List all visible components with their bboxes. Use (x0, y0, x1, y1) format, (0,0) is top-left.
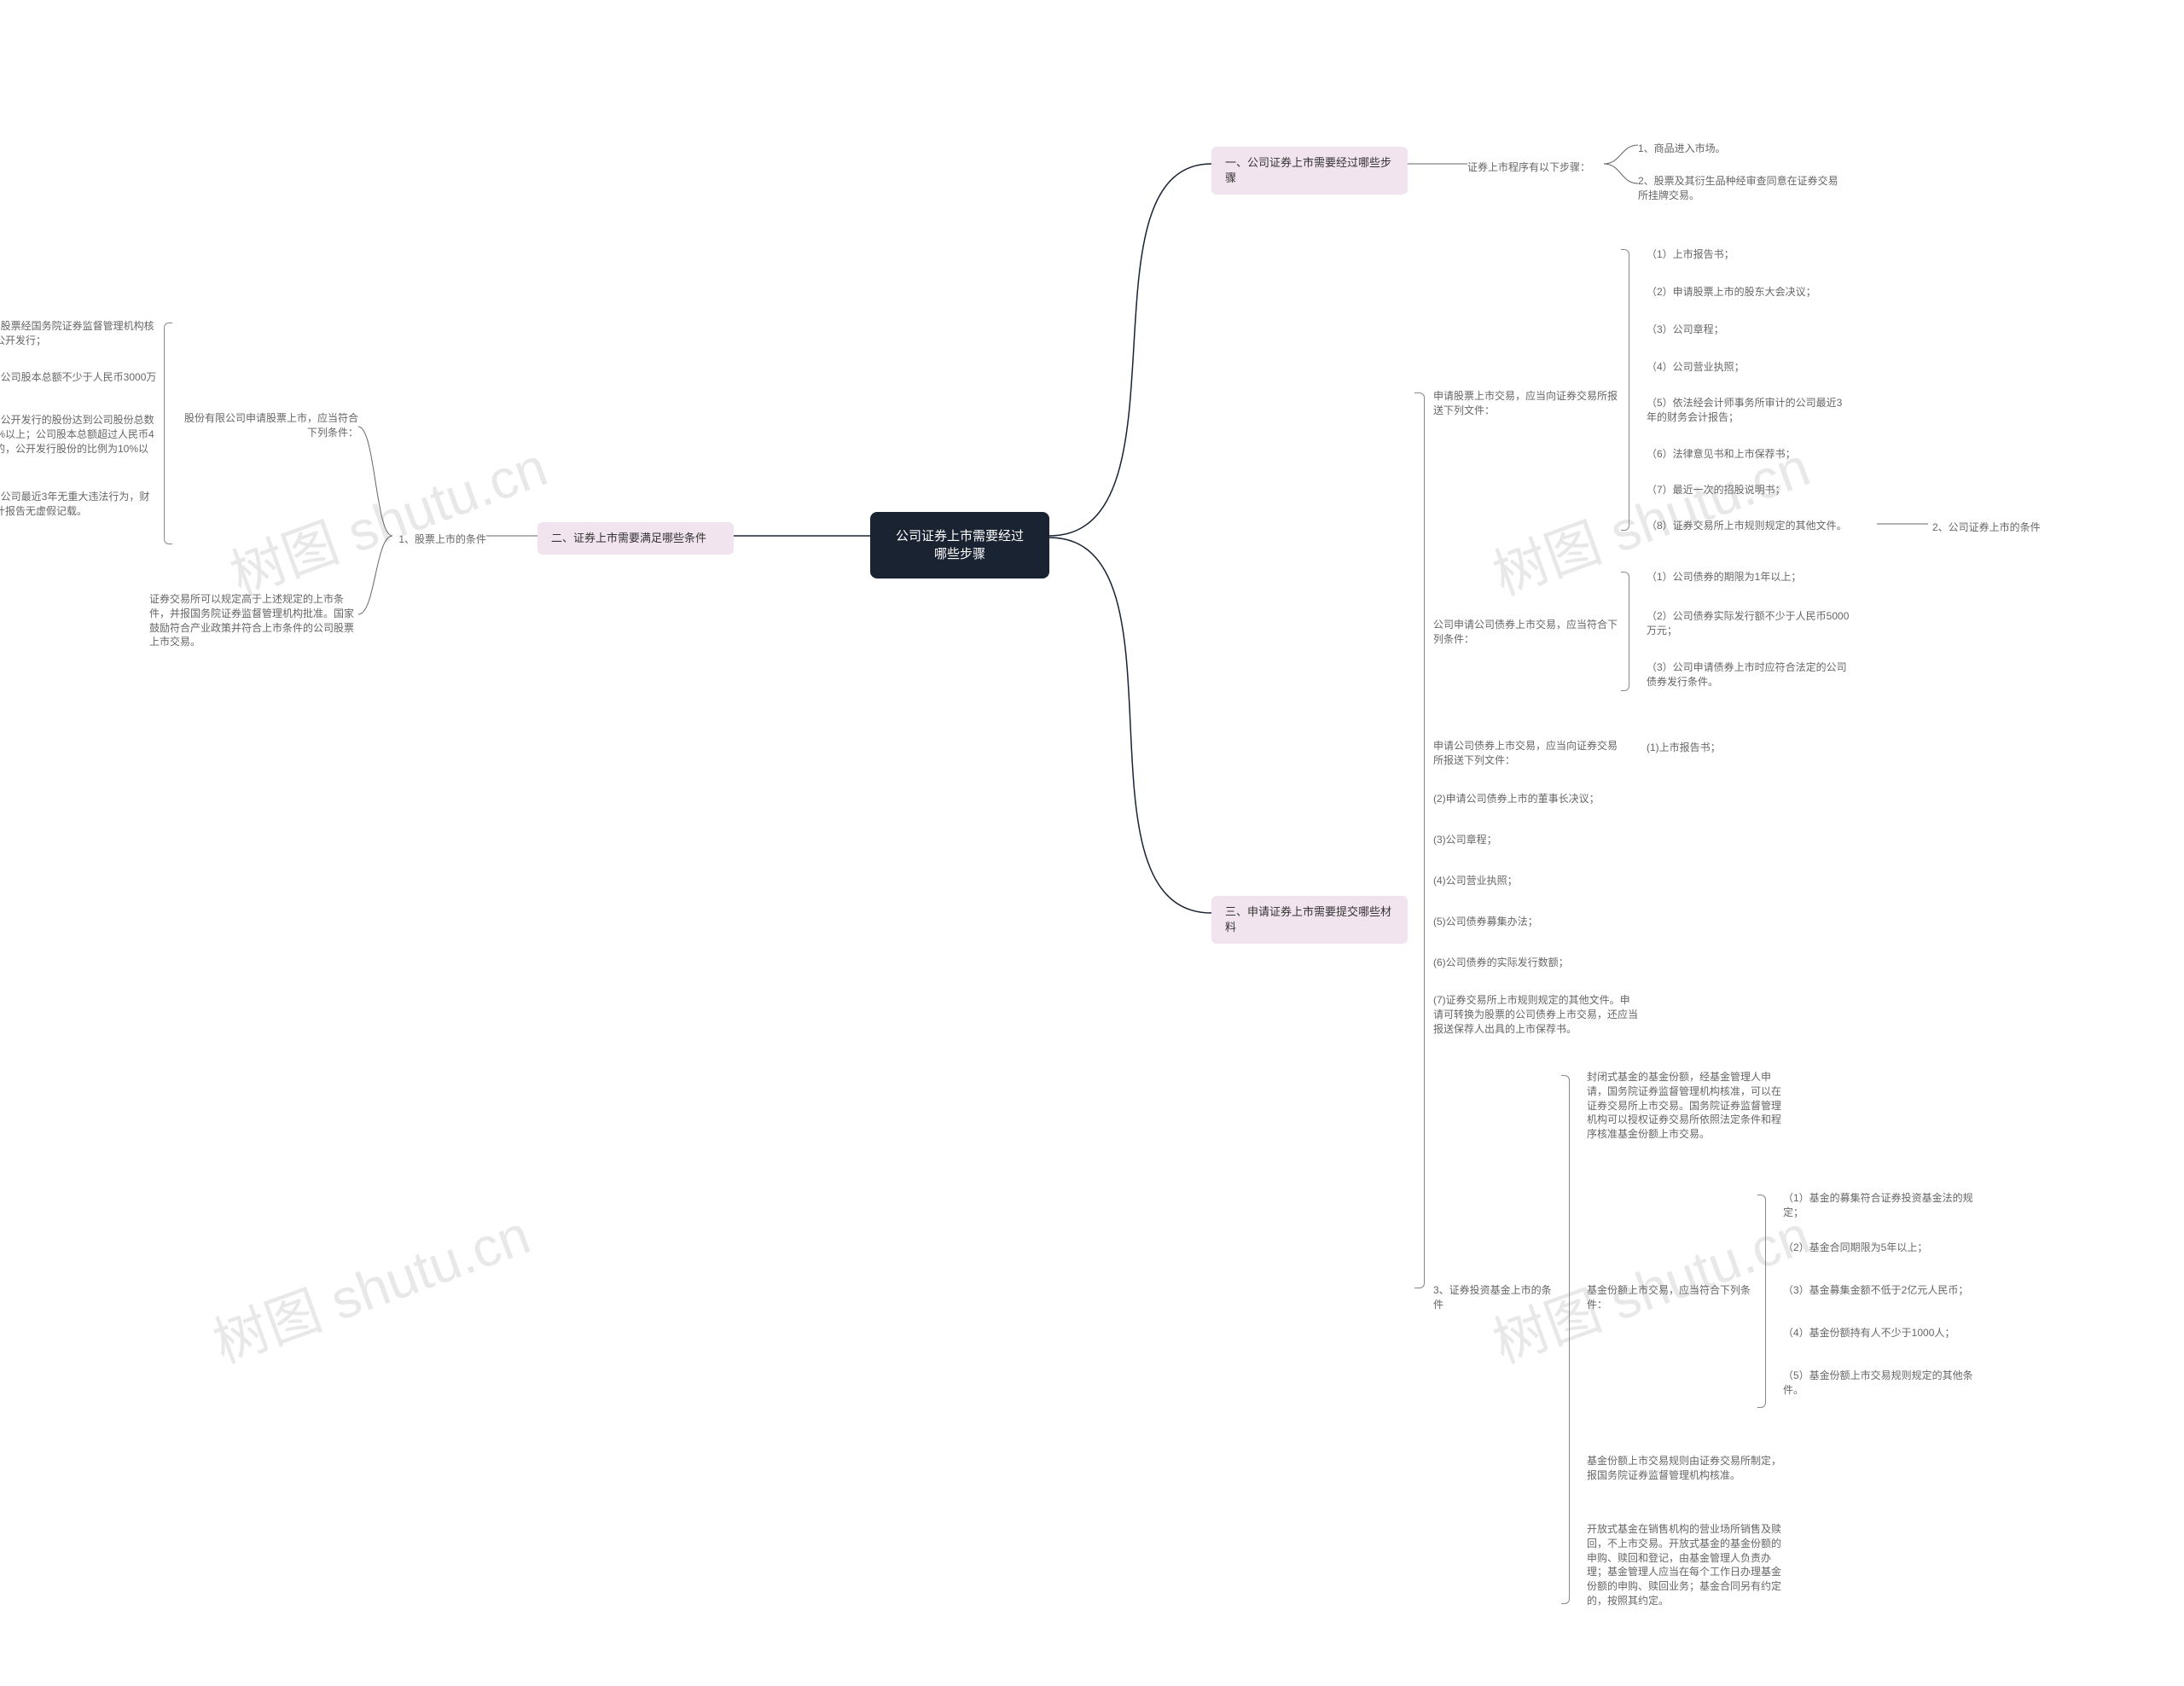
b3d-i5: （5）基金份额上市交易规则规定的其他条件。 (1783, 1365, 1988, 1401)
b3c-i5: (5)公司债券募集办法； (1433, 911, 1638, 933)
b3c-i3: (3)公司章程； (1433, 829, 1638, 851)
b2-sub: 1、股票上市的条件 (392, 529, 486, 550)
b3d-extra1: 基金份额上市交易规则由证券交易所制定，报国务院证券监督管理机构核准。 (1587, 1451, 1783, 1486)
b3c-i4: (4)公司营业执照； (1433, 870, 1638, 892)
b3a-i4: （4）公司营业执照； (1647, 357, 1851, 378)
b3a-i6: （6）法律意见书和上市保荐书； (1647, 444, 1851, 465)
watermark: 树图 shutu.cn (218, 423, 556, 610)
b3a-i5: （5）依法经会计师事务所审计的公司最近3年的财务会计报告； (1647, 392, 1851, 428)
bracket-b3d-items (1757, 1195, 1766, 1408)
b3b-i1: （1）公司债券的期限为1年以上； (1647, 567, 1851, 588)
bracket-b2a (164, 323, 172, 544)
b3b-i3: （3）公司申请债券上市时应符合法定的公司债券发行条件。 (1647, 657, 1851, 693)
b3d-intro: 封闭式基金的基金份额，经基金管理人申请，国务院证券监督管理机构核准，可以在证券交… (1587, 1067, 1783, 1145)
b3d-sub: 基金份额上市交易，应当符合下列条件： (1587, 1280, 1757, 1316)
b3-b: 公司申请公司债券上市交易，应当符合下列条件： (1433, 614, 1621, 650)
connector-layer (0, 0, 2184, 1686)
b1-sub: 证券上市程序有以下步骤： (1467, 157, 1621, 178)
bracket-b3d (1561, 1075, 1570, 1604)
b3a-i7: （7）最近一次的招股说明书； (1647, 480, 1851, 501)
branch-2: 二、证券上市需要满足哪些条件 (537, 522, 734, 555)
bracket-b3b (1621, 572, 1629, 691)
b2-b: 证券交易所可以规定高于上述规定的上市条件，并报国务院证券监督管理机构批准。国家鼓… (149, 589, 358, 653)
b3-c: 申请公司债券上市交易，应当向证券交易所报送下列文件： (1433, 735, 1621, 771)
b3d-i1: （1）基金的募集符合证券投资基金法的规定； (1783, 1188, 1988, 1224)
b2a-i2: （2）公司股本总额不少于人民币3000万元； (0, 367, 158, 403)
b3a-i2: （2）申请股票上市的股东大会决议； (1647, 282, 1851, 303)
b3c-i6: (6)公司债券的实际发行数额； (1433, 952, 1638, 974)
b3-a: 申请股票上市交易，应当向证券交易所报送下列文件： (1433, 386, 1621, 422)
b2-a: 股份有限公司申请股票上市，应当符合下列条件： (179, 408, 358, 444)
branch-1: 一、公司证券上市需要经过哪些步骤 (1211, 147, 1408, 195)
b3-d-label: 3、证券投资基金上市的条件 (1433, 1280, 1561, 1316)
b3c-i1: (1)上市报告书； (1647, 737, 1800, 759)
bracket-b3a (1621, 249, 1629, 531)
b3c-i2: (2)申请公司债券上市的董事长决议； (1433, 788, 1638, 810)
root-node: 公司证券上市需要经过哪些步骤 (870, 512, 1049, 578)
b3d-i2: （2）基金合同期限为5年以上； (1783, 1237, 1988, 1259)
b2a-i4: （4）公司最近3年无重大违法行为，财务会计报告无虚假记载。 (0, 486, 158, 522)
b2a-i1: （1）股票经国务院证券监督管理机构核准已公开发行； (0, 316, 158, 352)
b1-item-1: 1、商品进入市场。 (1638, 138, 1843, 160)
watermark: 树图 shutu.cn (201, 1191, 539, 1378)
b3c-i7: (7)证券交易所上市规则规定的其他文件。申请可转换为股票的公司债券上市交易，还应… (1433, 990, 1638, 1039)
branch-3: 三、申请证券上市需要提交哪些材料 (1211, 896, 1408, 944)
b1-item-2: 2、股票及其衍生品种经审查同意在证券交易所挂牌交易。 (1638, 171, 1843, 206)
b3-cond-label: 2、公司证券上市的条件 (1932, 517, 2069, 538)
b3d-i4: （4）基金份额持有人不少于1000人； (1783, 1323, 1988, 1344)
b3b-i2: （2）公司债券实际发行额不少于人民币5000万元； (1647, 606, 1851, 642)
b3d-i3: （3）基金募集金额不低于2亿元人民币； (1783, 1280, 1988, 1301)
bracket-b3-main (1414, 392, 1425, 1288)
b3a-i8: （8）证券交易所上市规则规定的其他文件。 (1647, 515, 1868, 537)
b3a-i3: （3）公司章程； (1647, 319, 1851, 340)
b3d-extra2: 开放式基金在销售机构的营业场所销售及赎回，不上市交易。开放式基金的基金份额的申购… (1587, 1519, 1783, 1612)
b3a-i1: （1）上市报告书； (1647, 244, 1851, 265)
b2a-i3: （3）公开发行的股份达到公司股份总数的25%以上；公司股本总额超过人民币4亿元的… (0, 410, 158, 474)
